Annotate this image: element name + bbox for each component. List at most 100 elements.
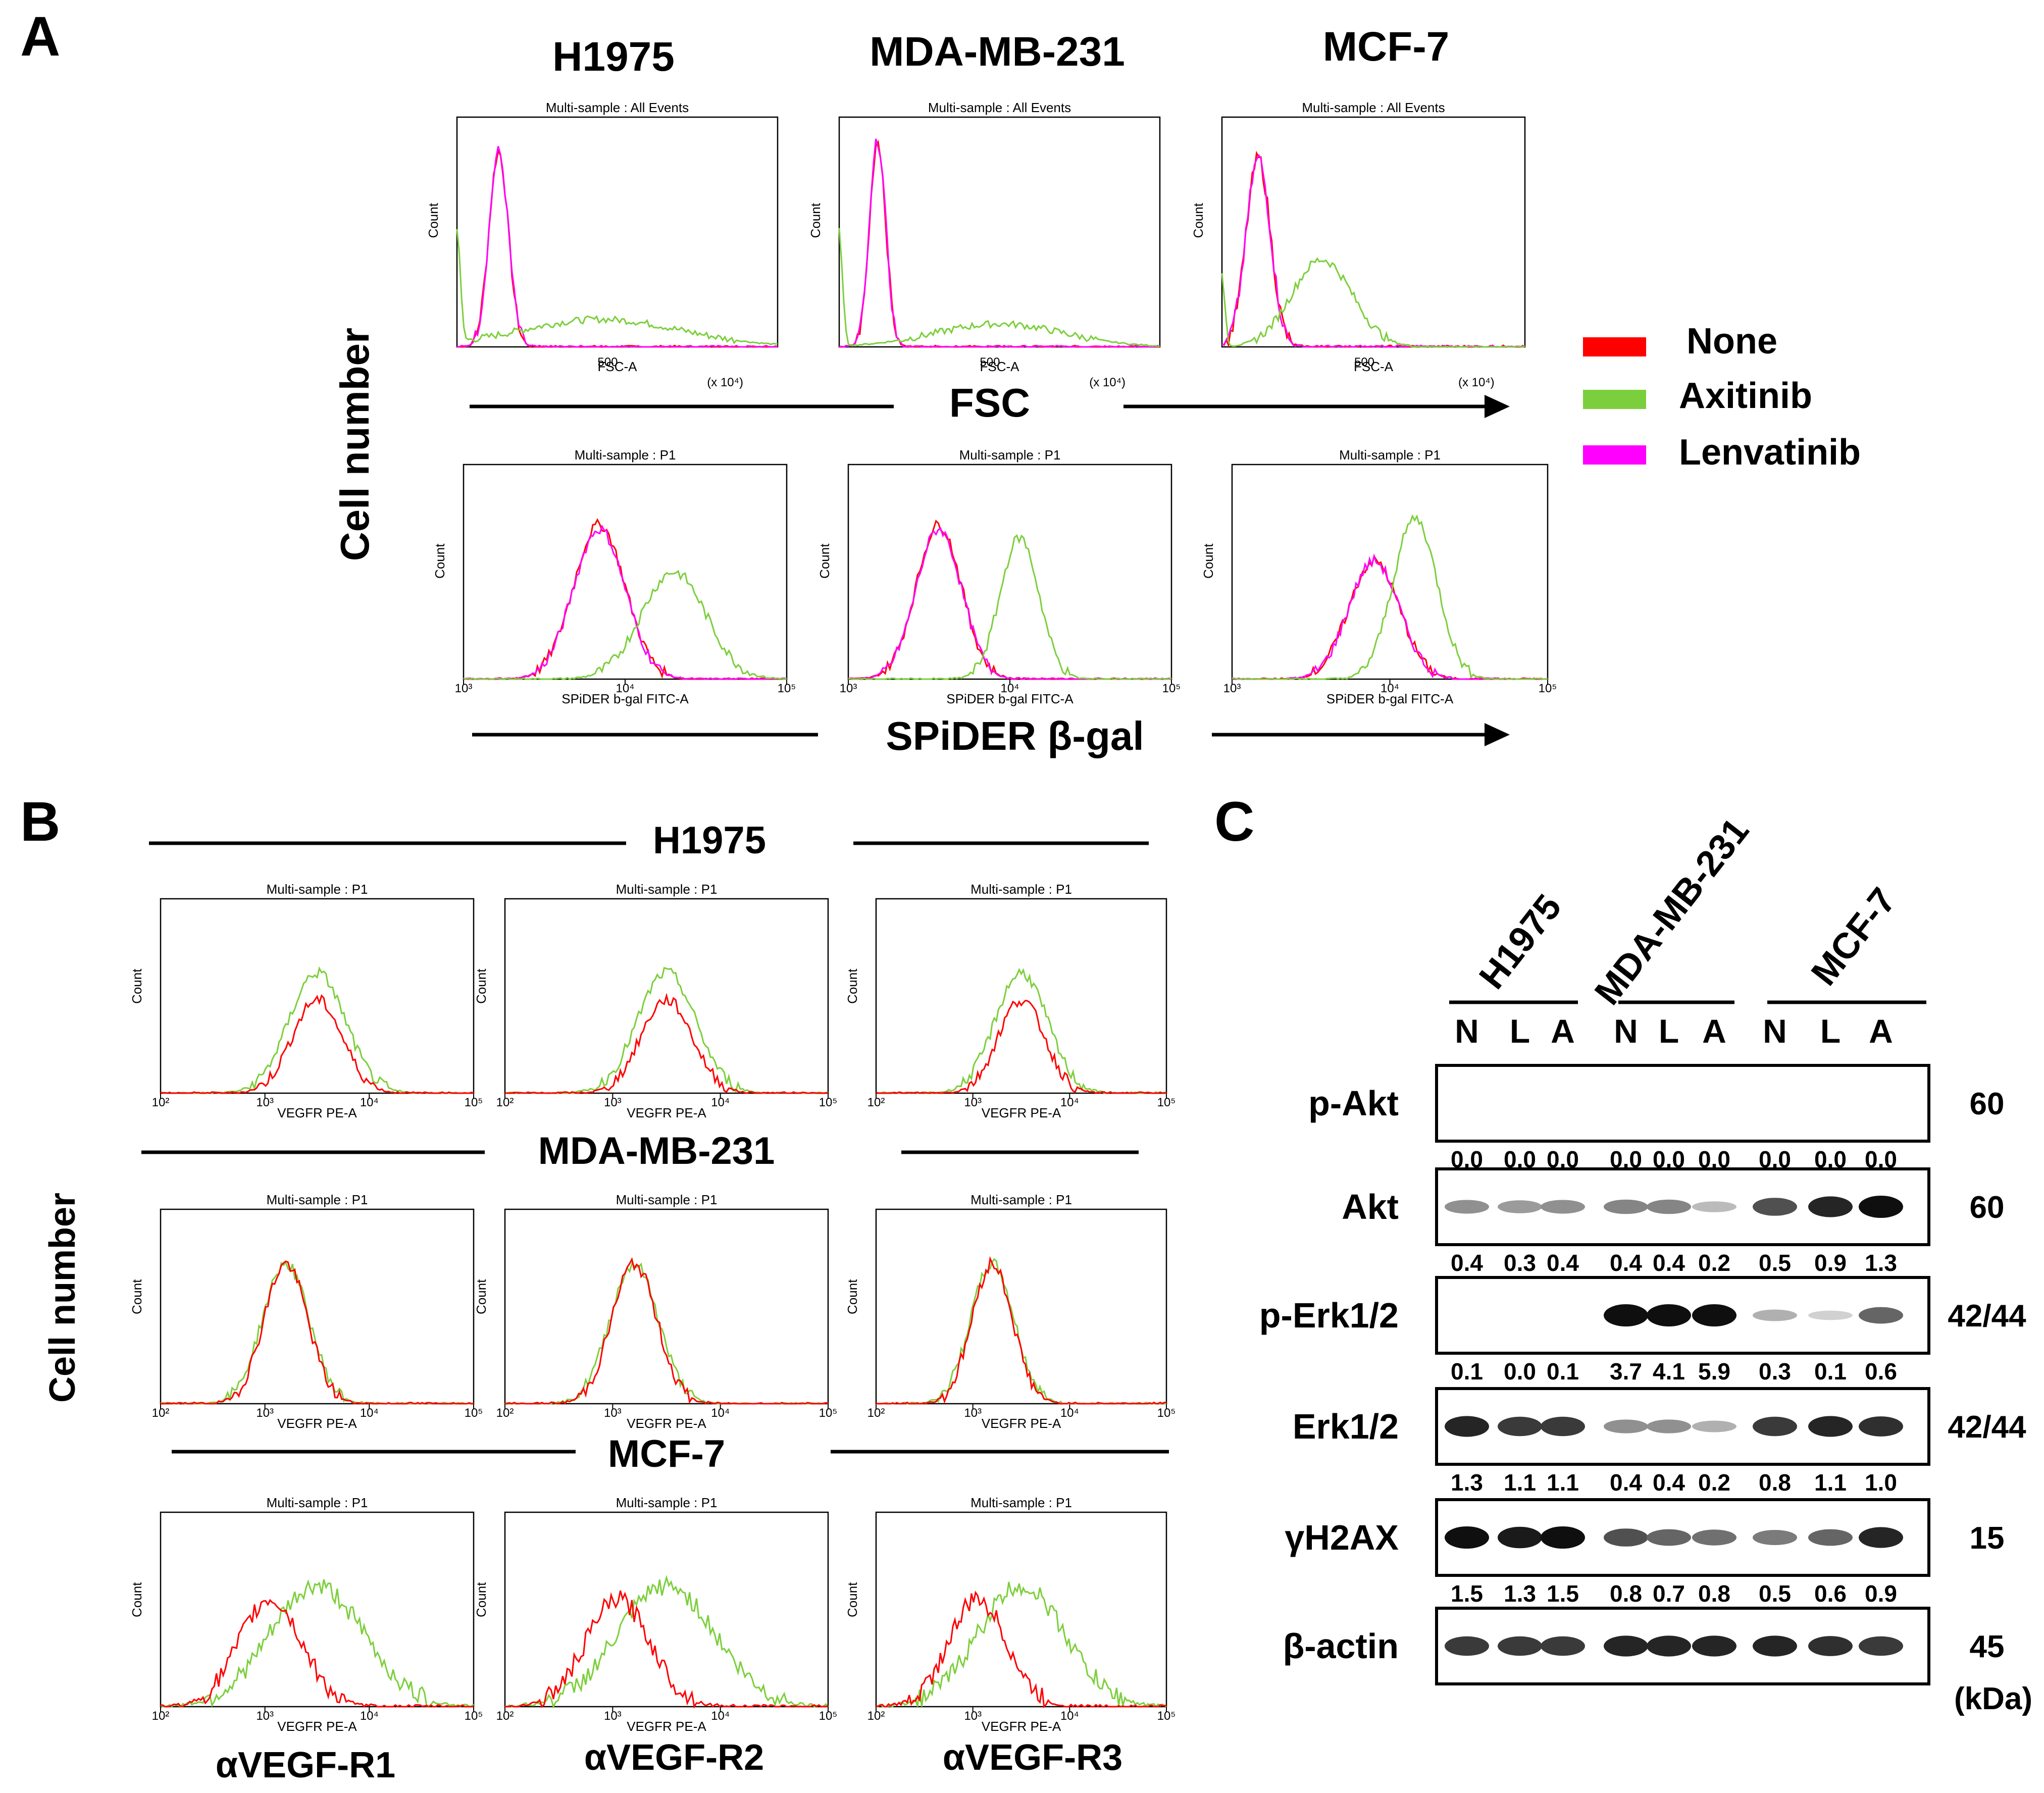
- plot-title: Multi-sample : P1: [970, 882, 1072, 897]
- quant-value: 0.9: [1865, 1580, 1897, 1607]
- x-tick-label: 10⁵: [819, 1709, 838, 1723]
- plot-title: Multi-sample : P1: [575, 447, 676, 463]
- x-tick-label-500: 500: [980, 355, 1000, 369]
- x-tick-label: 10⁵: [1162, 682, 1181, 695]
- band: [1692, 1420, 1736, 1432]
- x-axis-label: VEGFR PE-A: [627, 1719, 706, 1734]
- quant-value: 3.7: [1610, 1358, 1642, 1385]
- spider-histogram-2: Multi-sample : P1 SPiDER b-gal FITC-A Coun…: [817, 447, 1181, 706]
- legend-swatch-lenvatinib: [1583, 445, 1646, 465]
- x-tick-label: 10²: [496, 1096, 514, 1109]
- b-row-title-mcf7: MCF-7: [608, 1432, 725, 1475]
- x-axis-unit: (x 10⁴): [707, 376, 743, 389]
- plot-title: Multi-sample : P1: [1339, 447, 1441, 463]
- quant-value: 1.3: [1504, 1580, 1536, 1607]
- x-tick-label: 10³: [1223, 682, 1241, 695]
- x-tick-label: 10⁵: [1539, 682, 1557, 695]
- quant-value: 0.6: [1814, 1580, 1847, 1607]
- x-tick-label: 10²: [152, 1709, 170, 1723]
- x-tick-label: 10⁵: [1157, 1096, 1176, 1109]
- b-row-title-mda: MDA-MB-231: [538, 1130, 775, 1172]
- band: [1647, 1635, 1691, 1657]
- band: [1604, 1635, 1648, 1657]
- x-tick-label: 10⁴: [1381, 682, 1399, 695]
- x-tick-label: 10³: [964, 1096, 982, 1109]
- plot-title: Multi-sample : P1: [616, 1192, 718, 1207]
- blot-frame: [1435, 1064, 1930, 1143]
- band: [1753, 1635, 1797, 1657]
- x-tick-label: 10³: [604, 1709, 622, 1723]
- band: [1808, 1310, 1853, 1320]
- curve-vegfr: [160, 1579, 475, 1708]
- blot-1: p-Akt 600.0 0.0 0.0 0.0 0.0 0.0 0.0 0.0 0.0: [1308, 1064, 2005, 1172]
- band: [1647, 1529, 1691, 1546]
- x-axis-unit: (x 10⁴): [1089, 376, 1126, 389]
- curve-axitinib: [463, 570, 787, 680]
- curve-axitinib: [456, 229, 778, 345]
- band: [1859, 1416, 1903, 1437]
- b-row-title-h1975: H1975: [653, 819, 766, 862]
- quant-value: 1.1: [1504, 1469, 1536, 1496]
- vegfr-histogram-r3-c1: Multi-sample : P1 VEGFR PE-A Count 10² 10³ 10…: [129, 1495, 483, 1734]
- x-tick-label: 10³: [455, 682, 473, 695]
- x-tick-label: 10⁵: [1157, 1709, 1176, 1723]
- plot-frame: [875, 1208, 1167, 1405]
- count-label: Count: [845, 1279, 860, 1314]
- legend: None Axitinib Lenvatinib: [1583, 321, 1861, 473]
- vegfr-histogram-r1-c2: Multi-sample : P1 VEGFR PE-A Count 10² 10³ 10…: [474, 882, 837, 1120]
- blot-name: Akt: [1342, 1187, 1399, 1226]
- panel-label-b: B: [20, 791, 60, 853]
- quant-value: 0.1: [1814, 1358, 1847, 1385]
- plot-title: Multi-sample : All Events: [546, 100, 689, 115]
- plot-title: Multi-sample : P1: [959, 447, 1061, 463]
- curve-lenvatinib: [463, 524, 787, 680]
- plot-title: Multi-sample : P1: [616, 1495, 718, 1510]
- band: [1859, 1307, 1903, 1324]
- curve-isotype: [876, 999, 1167, 1094]
- curve-axitinib: [1232, 514, 1548, 680]
- count-label: Count: [817, 543, 832, 579]
- x-axis-label: FSC-A: [598, 359, 638, 374]
- curve-axitinib: [848, 534, 1172, 680]
- blot-2: Akt 60 0.4 0.3 0.4 0.4 0.4 0.2 0.5 0.9 1.3: [1342, 1167, 2004, 1276]
- blot-kda: 60: [1970, 1087, 2005, 1121]
- band: [1445, 1636, 1489, 1656]
- quant-value: 0.7: [1653, 1580, 1685, 1607]
- legend-label-axitinib: Axitinib: [1679, 376, 1812, 416]
- curve-axitinib: [838, 228, 1160, 347]
- x-axis-label: VEGFR PE-A: [627, 1416, 706, 1431]
- quant-value: 0.4: [1653, 1250, 1685, 1276]
- quant-value: 0.1: [1547, 1358, 1579, 1385]
- band: [1647, 1199, 1691, 1214]
- plot-title: Multi-sample : P1: [970, 1192, 1072, 1207]
- vegfr-histogram-r3-c3: Multi-sample : P1 VEGFR PE-A Count 10² 10³ 10…: [845, 1495, 1176, 1734]
- x-tick-label: 10⁵: [778, 682, 796, 695]
- x-axis-label: FSC-A: [980, 359, 1020, 374]
- x-tick-label-500: 500: [597, 355, 618, 369]
- curve-lenvatinib: [456, 146, 778, 348]
- x-tick-label: 10⁵: [465, 1709, 483, 1723]
- quant-value: 0.4: [1451, 1250, 1483, 1276]
- band: [1498, 1526, 1542, 1549]
- plot-title: Multi-sample : P1: [267, 1192, 368, 1207]
- band: [1445, 1526, 1489, 1549]
- lane-label: A: [1702, 1012, 1726, 1050]
- a-cell-line-mcf7: MCF-7: [1323, 24, 1450, 70]
- vegfr-histogram-r2-c2: Multi-sample : P1 VEGFR PE-A Count 10² 10³ 10…: [474, 1192, 837, 1431]
- quant-value: 0.2: [1698, 1469, 1730, 1496]
- curve-isotype: [876, 1591, 1167, 1709]
- vegfr-histogram-r1-c1: Multi-sample : P1 VEGFR PE-A Count 10² 10³ 10…: [129, 882, 483, 1120]
- x-tick-label: 10²: [867, 1406, 885, 1420]
- quant-value: 0.4: [1653, 1469, 1685, 1496]
- x-axis-label: VEGFR PE-A: [982, 1719, 1061, 1734]
- plot-title: Multi-sample : P1: [267, 1495, 368, 1510]
- plot-frame: [504, 1208, 829, 1405]
- legend-label-lenvatinib: Lenvatinib: [1679, 432, 1861, 473]
- count-label: Count: [426, 202, 441, 238]
- plot-frame: [160, 1208, 475, 1405]
- x-tick-label: 10⁴: [360, 1096, 379, 1109]
- curve-isotype: [160, 994, 474, 1094]
- count-label: Count: [129, 968, 144, 1004]
